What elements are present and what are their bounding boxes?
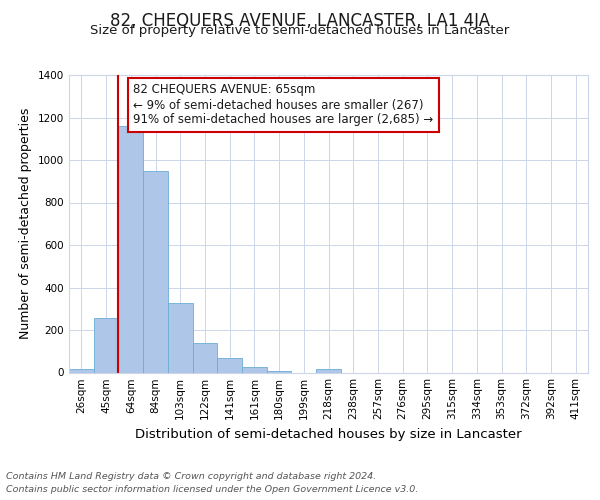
Bar	[143, 170, 168, 372]
Bar	[193, 343, 217, 372]
Bar	[217, 358, 242, 372]
Bar	[168, 304, 193, 372]
Bar	[316, 370, 341, 372]
Bar	[118, 126, 143, 372]
Bar	[94, 318, 118, 372]
Text: Contains public sector information licensed under the Open Government Licence v3: Contains public sector information licen…	[6, 485, 418, 494]
Text: 82 CHEQUERS AVENUE: 65sqm
← 9% of semi-detached houses are smaller (267)
91% of : 82 CHEQUERS AVENUE: 65sqm ← 9% of semi-d…	[133, 84, 434, 126]
Bar	[69, 370, 94, 372]
Text: Contains HM Land Registry data © Crown copyright and database right 2024.: Contains HM Land Registry data © Crown c…	[6, 472, 376, 481]
Bar	[242, 366, 267, 372]
X-axis label: Distribution of semi-detached houses by size in Lancaster: Distribution of semi-detached houses by …	[135, 428, 522, 441]
Text: Size of property relative to semi-detached houses in Lancaster: Size of property relative to semi-detach…	[91, 24, 509, 37]
Text: 82, CHEQUERS AVENUE, LANCASTER, LA1 4JA: 82, CHEQUERS AVENUE, LANCASTER, LA1 4JA	[110, 12, 490, 30]
Y-axis label: Number of semi-detached properties: Number of semi-detached properties	[19, 108, 32, 340]
